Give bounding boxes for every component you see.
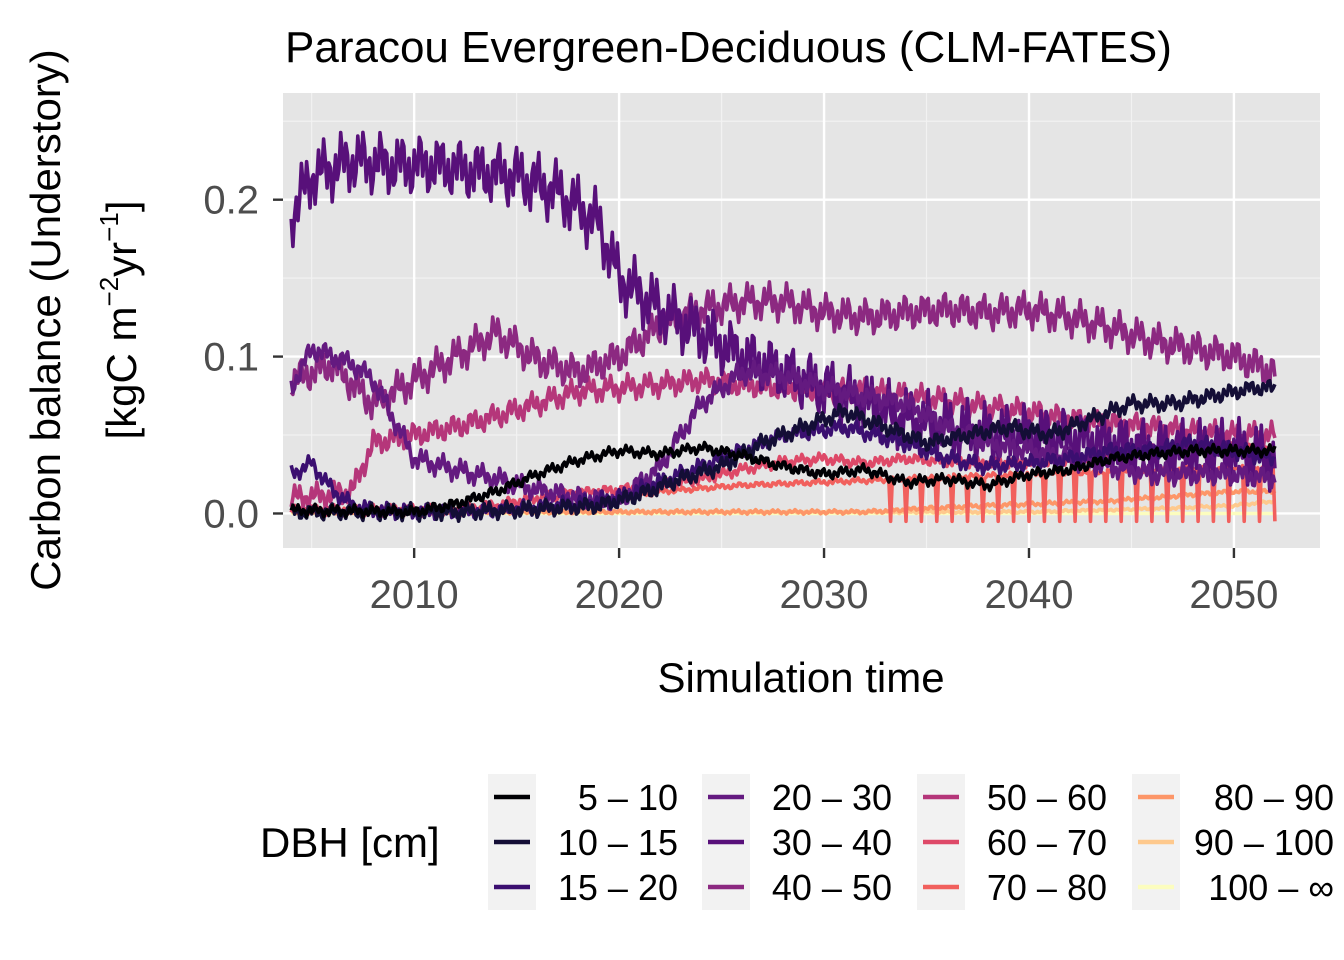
- x-tick-label: 2050: [1189, 573, 1278, 617]
- y-axis-unit-suffix: ]: [98, 201, 145, 213]
- y-axis-unit-sup2: −1: [94, 212, 124, 242]
- axis-ticks: 2010 2020 2030 2040 2050 0.0 0.1 0.2: [203, 179, 1278, 617]
- series-line: [289, 280, 1277, 421]
- legend-label: 10 – 15: [558, 822, 678, 863]
- x-tick-label: 2020: [575, 573, 664, 617]
- x-tick-label: 2040: [984, 573, 1073, 617]
- series-line: [291, 378, 1277, 523]
- y-axis-unit-mid: yr: [98, 242, 145, 277]
- legend-label: 80 – 90: [1214, 777, 1334, 818]
- legend-label: 20 – 30: [772, 777, 892, 818]
- legend-label: 50 – 60: [987, 777, 1107, 818]
- legend-label: 5 – 10: [578, 777, 678, 818]
- y-axis-title-line1: Carbon balance (Understory): [22, 49, 69, 591]
- y-tick-label: 0.0: [203, 492, 259, 536]
- x-tick-label: 2010: [370, 573, 459, 617]
- legend-label: 90 – 100: [1194, 822, 1334, 863]
- chart-title: Paracou Evergreen-Deciduous (CLM-FATES): [285, 23, 1172, 72]
- y-axis-unit-sup1: −2: [94, 277, 124, 307]
- y-tick-label: 0.1: [203, 336, 259, 380]
- series-line: [289, 440, 1277, 519]
- series-lines: [289, 130, 1277, 524]
- legend-label: 15 – 20: [558, 867, 678, 908]
- legend-label: 70 – 80: [987, 867, 1107, 908]
- y-axis-unit-prefix: [kgC m: [98, 306, 145, 439]
- legend-label: 60 – 70: [987, 822, 1107, 863]
- x-axis-title: Simulation time: [657, 654, 944, 701]
- legend-label: 30 – 40: [772, 822, 892, 863]
- series-line: [289, 342, 1277, 512]
- legend-label: 40 – 50: [772, 867, 892, 908]
- x-tick-label: 2030: [780, 573, 869, 617]
- legend-label: 100 – ∞: [1208, 867, 1334, 908]
- legend-title: DBH [cm]: [260, 819, 440, 866]
- y-axis-title: Carbon balance (Understory) [kgC m−2yr−1…: [22, 49, 145, 591]
- y-tick-label: 0.2: [203, 179, 259, 223]
- y-axis-title-line2: [kgC m−2yr−1]: [94, 201, 145, 440]
